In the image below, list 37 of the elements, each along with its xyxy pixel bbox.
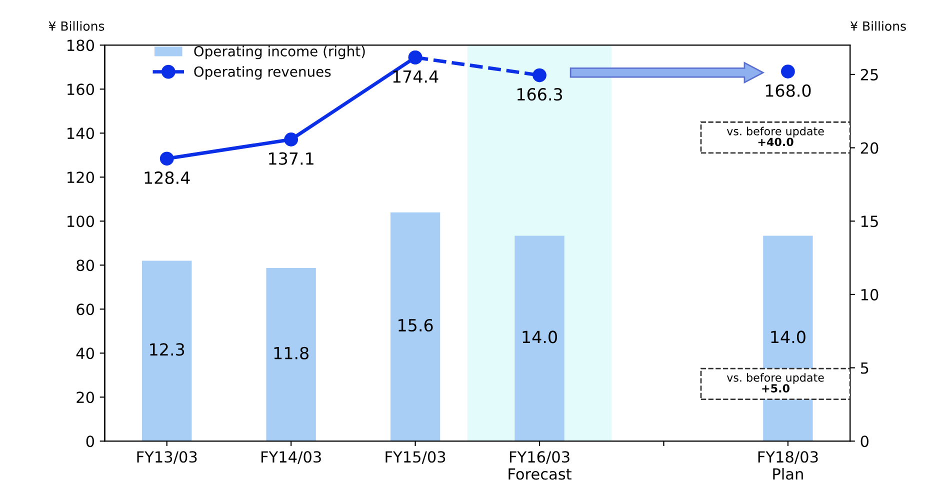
x-tick-label: FY18/03 Plan bbox=[758, 451, 818, 480]
y-tick-label: 40 bbox=[76, 348, 94, 360]
y-tick-label: 180 bbox=[68, 40, 94, 52]
annotation: vs. before update +5.0 bbox=[726, 373, 824, 393]
x-tick-label: FY15/03 bbox=[386, 451, 446, 464]
x-tick-label: FY13/03 bbox=[137, 451, 197, 464]
y-tick-label: 100 bbox=[68, 216, 94, 228]
y-tick-label: 0 bbox=[86, 436, 94, 448]
y2-tick-label: 0 bbox=[860, 436, 868, 448]
data-label: 15.6 bbox=[398, 318, 433, 332]
data-label: 12.3 bbox=[150, 343, 184, 356]
y-tick-label: 20 bbox=[76, 392, 94, 404]
data-label: 14.0 bbox=[771, 330, 806, 344]
y2-tick-label: 15 bbox=[861, 216, 878, 228]
annotation: vs. before update +40.0 bbox=[726, 126, 824, 146]
data-label: 128.4 bbox=[144, 171, 190, 184]
y2-tick-label: 25 bbox=[860, 68, 878, 80]
x-tick-label: FY16/03 Forecast bbox=[508, 451, 572, 480]
y-tick-label: 120 bbox=[68, 172, 94, 184]
y-axis-title: ¥ Billions bbox=[48, 21, 104, 31]
data-label: 166.3 bbox=[517, 88, 562, 101]
legend-label: Operating revenues bbox=[194, 66, 331, 80]
data-label: 168.0 bbox=[766, 84, 811, 97]
y-tick-label: 160 bbox=[68, 84, 94, 96]
data-label: 14.0 bbox=[522, 330, 557, 344]
data-label: 174.4 bbox=[393, 70, 438, 83]
data-label: 137.1 bbox=[269, 152, 314, 165]
y2-tick-label: 5 bbox=[860, 362, 868, 374]
y2-tick-label: 20 bbox=[860, 142, 878, 154]
data-label: 11.8 bbox=[274, 346, 308, 360]
y2-tick-label: 10 bbox=[861, 288, 878, 300]
y-tick-label: 140 bbox=[68, 128, 94, 140]
x-tick-label: FY14/03 bbox=[262, 451, 321, 464]
y-tick-label: 60 bbox=[76, 304, 94, 316]
y-tick-label: 80 bbox=[76, 260, 94, 272]
y2-axis-title: ¥ Billions bbox=[850, 21, 906, 31]
legend-label: Operating income (right) bbox=[194, 46, 365, 60]
